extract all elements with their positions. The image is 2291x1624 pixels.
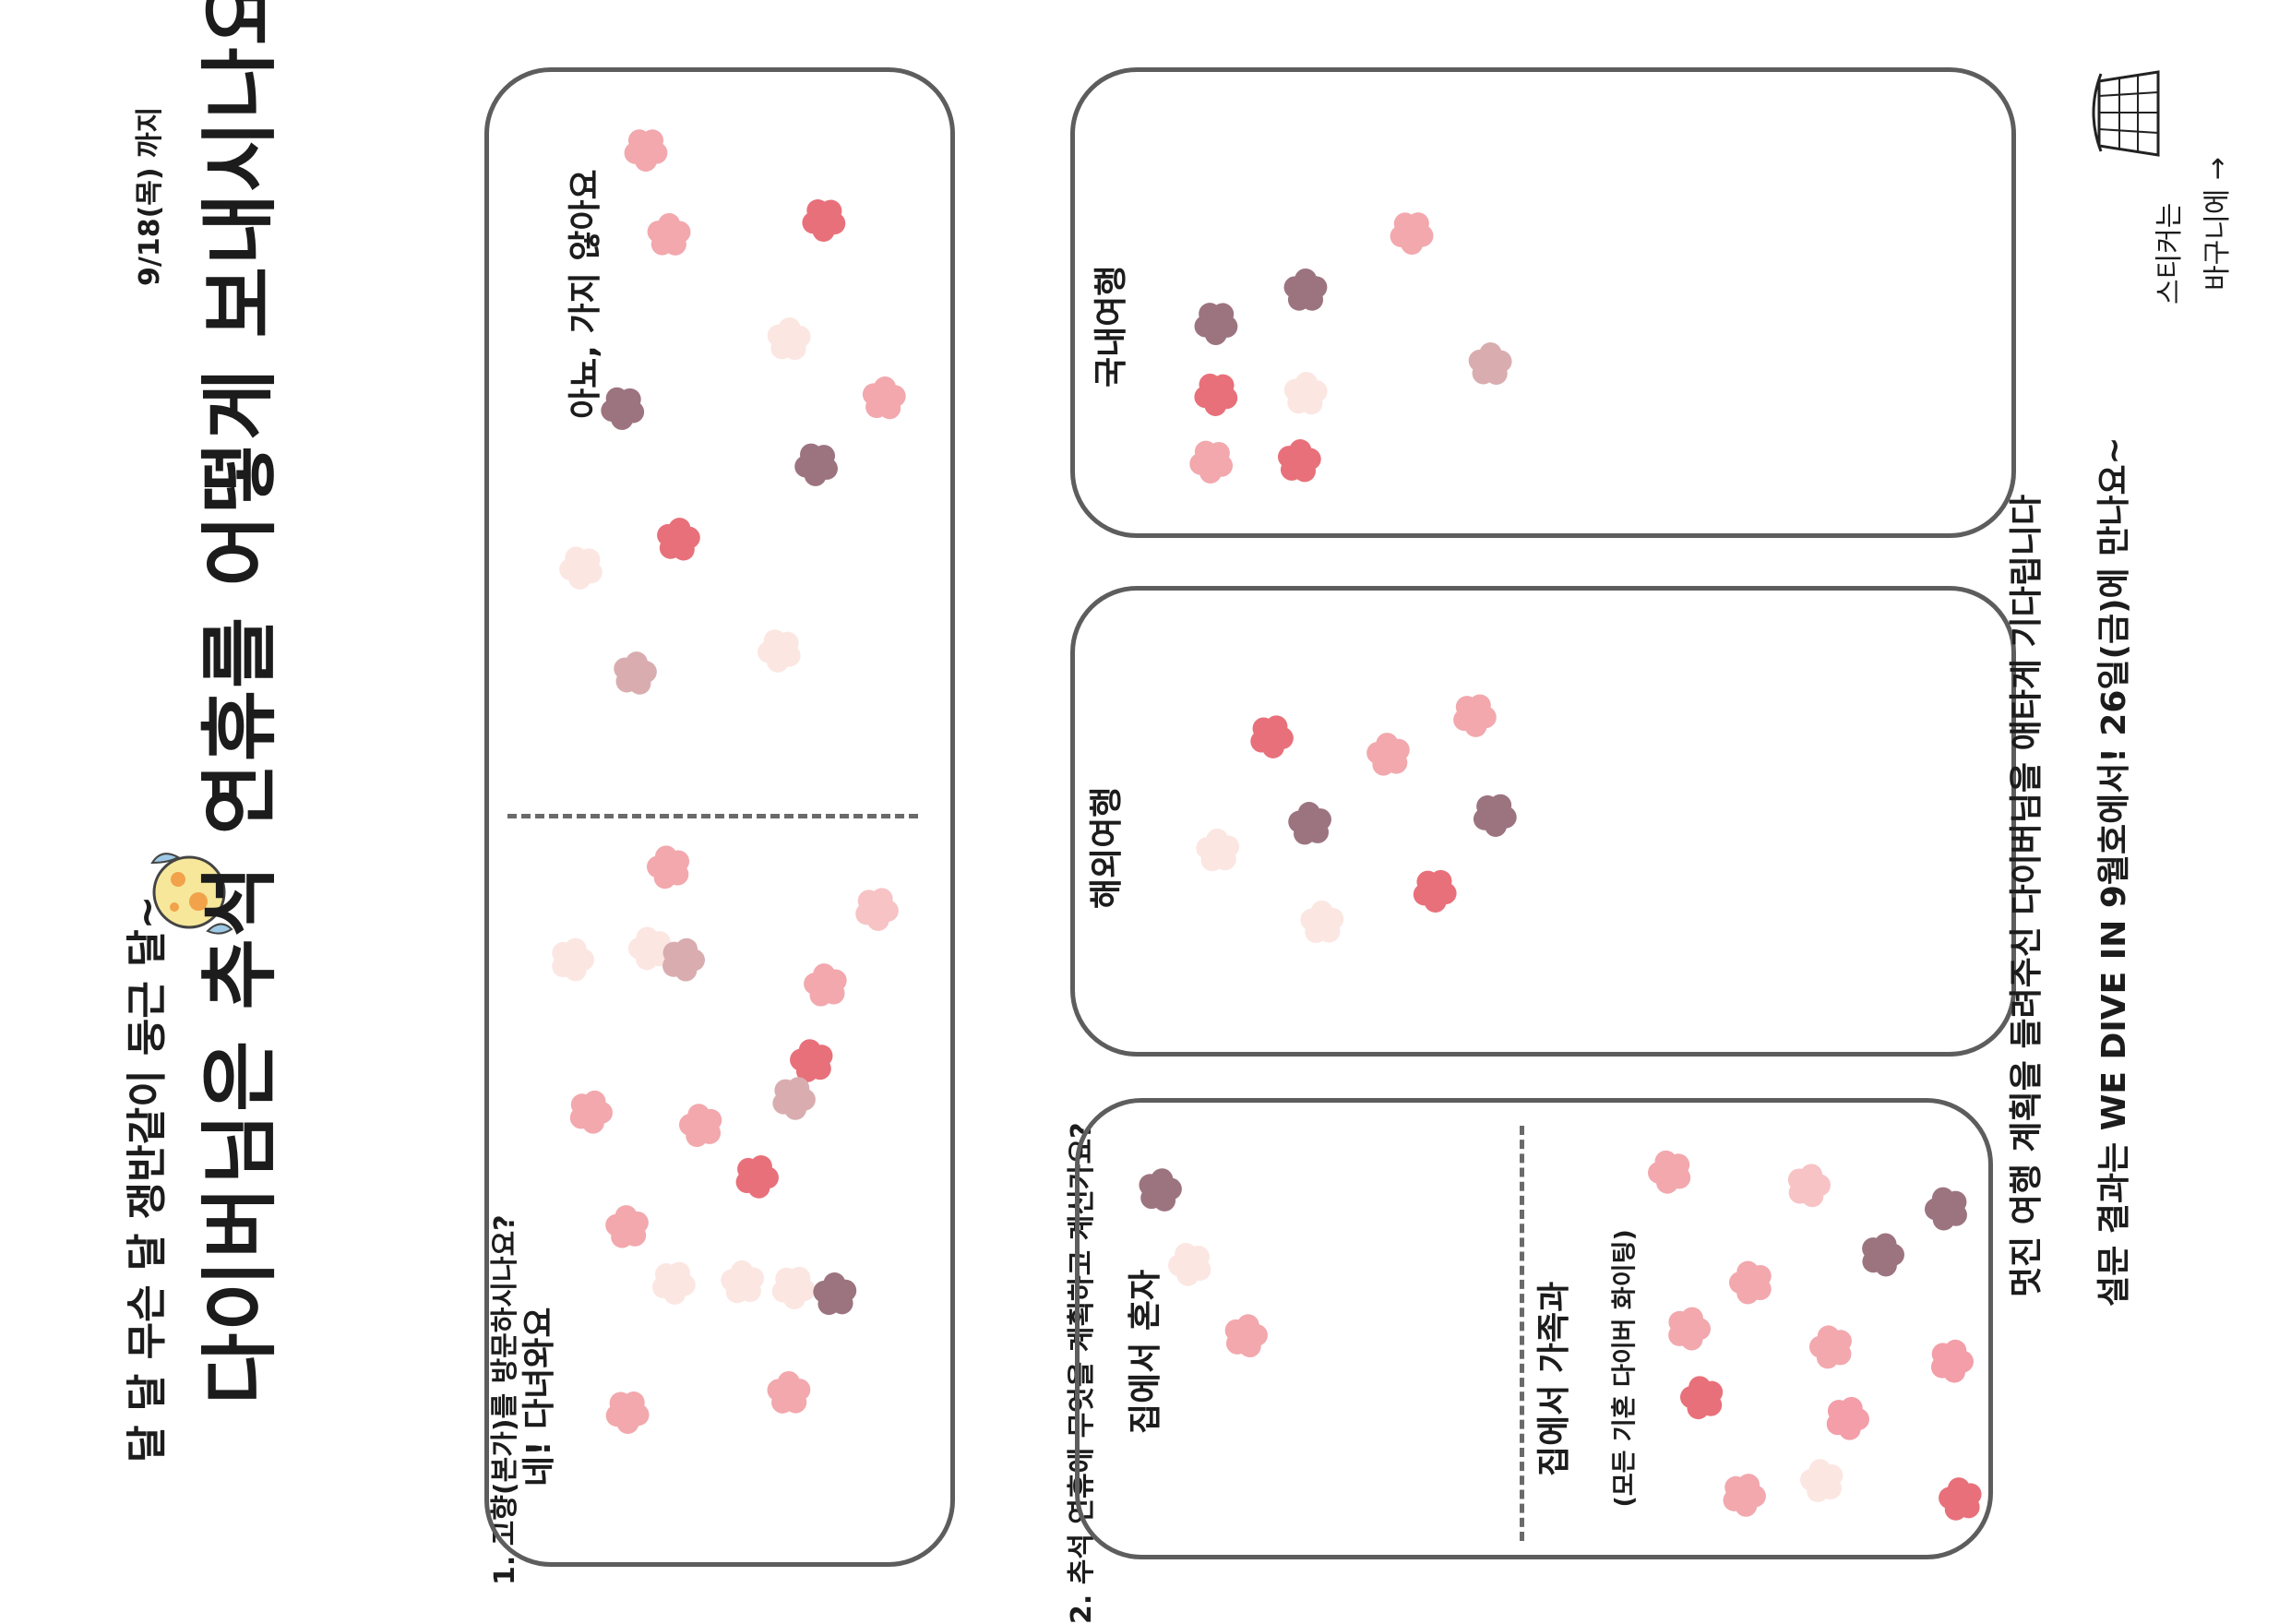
question2-domestic-board[interactable] bbox=[1070, 67, 2016, 538]
question1-board[interactable] bbox=[484, 67, 955, 1567]
subtitle: 달 달 무슨 달 쟁반같이 둥근 달~ bbox=[124, 895, 171, 1463]
question1-divider bbox=[507, 814, 918, 818]
moon-icon bbox=[150, 853, 233, 935]
question2-home-divider bbox=[1520, 1126, 1524, 1541]
question2-abroad-board[interactable] bbox=[1070, 586, 2016, 1057]
option-no-label: 아뇨, 가지 않아요 bbox=[567, 169, 604, 419]
option-family-label: 집에서 가족과 bbox=[1535, 1281, 1573, 1476]
page-title: 다이버님은 추석 연휴를 어떻게 보내시나요? bbox=[195, 0, 285, 1404]
sticker-note-line1: 스티커는 bbox=[2154, 202, 2186, 304]
option-family-note: (모든 기혼 다이버 화이팅) bbox=[1610, 1229, 1640, 1508]
option-domestic-label: 국내여행 bbox=[1092, 265, 1130, 388]
option-abroad-label: 해외여행 bbox=[1088, 786, 1126, 909]
option-yes-label: 네! 다녀와요 bbox=[520, 1307, 558, 1487]
footer-line1: 멋진 여행 계획을 들려주신 다이버님을 애타게 기다립니다 bbox=[2008, 494, 2046, 1297]
option-alone-label: 집에서 혼자 bbox=[1127, 1269, 1164, 1434]
footer-line2: 설문 결과는 WE DIVE IN 9월호에서! 26일(금)에 만나요~ bbox=[2095, 436, 2133, 1307]
deadline-note: 9/18(목) 까지 bbox=[134, 106, 166, 286]
basket-icon bbox=[2092, 70, 2160, 157]
sticker-note-line2: 바구니에 → bbox=[2202, 156, 2234, 291]
question2-home-board[interactable] bbox=[1075, 1098, 1993, 1559]
